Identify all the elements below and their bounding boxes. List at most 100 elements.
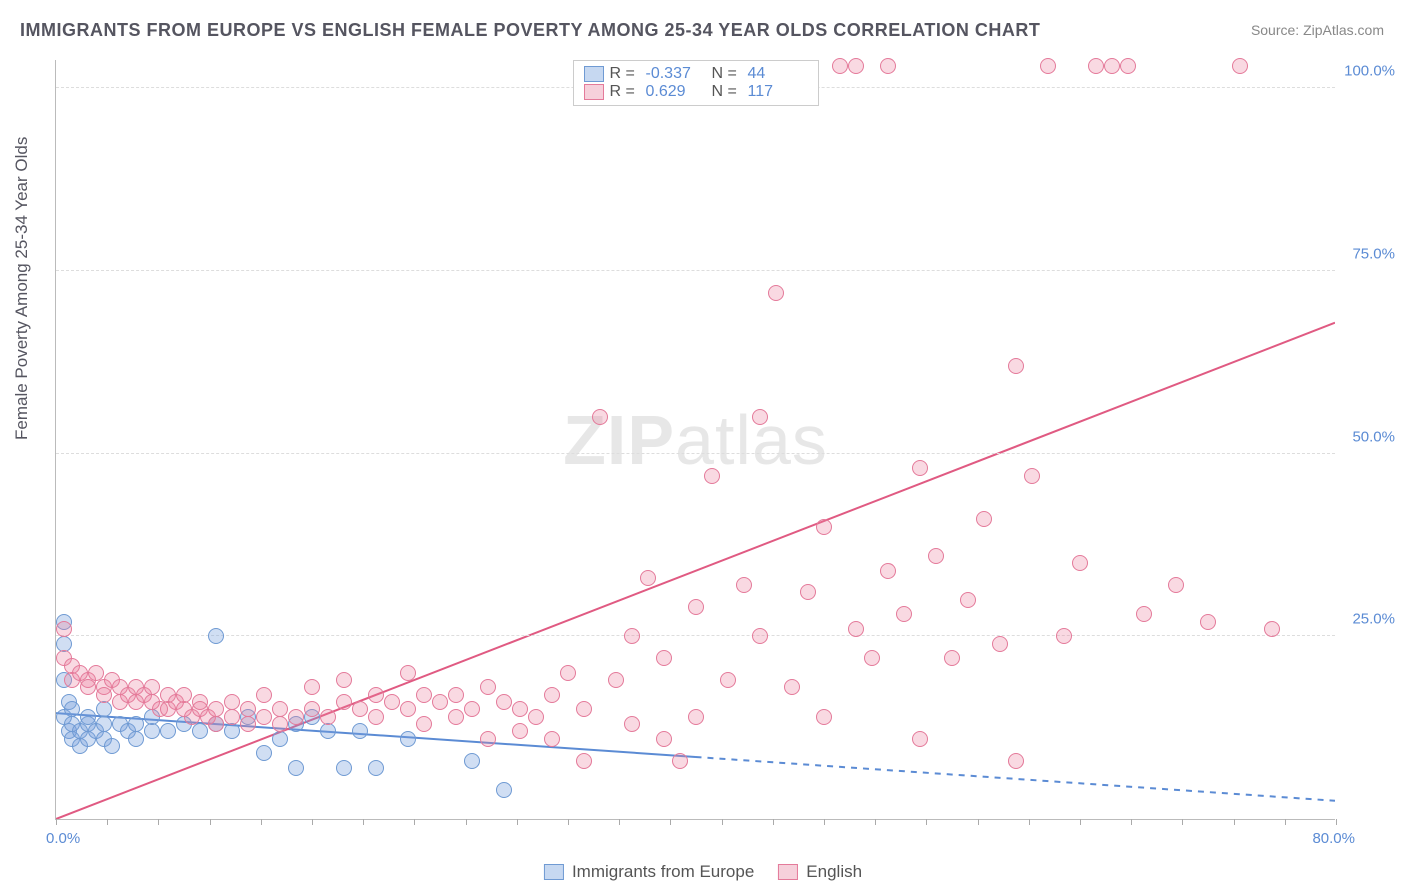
data-point bbox=[1136, 606, 1152, 622]
x-tick bbox=[875, 819, 876, 825]
data-point bbox=[976, 511, 992, 527]
gridline-h bbox=[56, 453, 1335, 454]
data-point bbox=[544, 731, 560, 747]
data-point bbox=[624, 716, 640, 732]
data-point bbox=[368, 687, 384, 703]
data-point bbox=[208, 701, 224, 717]
source-attribution: Source: ZipAtlas.com bbox=[1251, 22, 1384, 38]
data-point bbox=[896, 606, 912, 622]
data-point bbox=[752, 409, 768, 425]
legend-swatch bbox=[544, 864, 564, 880]
data-point bbox=[320, 709, 336, 725]
data-point bbox=[816, 709, 832, 725]
data-point bbox=[128, 731, 144, 747]
x-tick bbox=[1131, 819, 1132, 825]
data-point bbox=[368, 760, 384, 776]
data-point bbox=[96, 716, 112, 732]
x-tick bbox=[722, 819, 723, 825]
x-tick bbox=[517, 819, 518, 825]
data-point bbox=[752, 628, 768, 644]
data-point bbox=[256, 745, 272, 761]
data-point bbox=[512, 701, 528, 717]
data-point bbox=[320, 723, 336, 739]
x-tick bbox=[210, 819, 211, 825]
legend-swatch bbox=[584, 66, 604, 82]
data-point bbox=[688, 709, 704, 725]
x-tick bbox=[1234, 819, 1235, 825]
x-tick bbox=[414, 819, 415, 825]
legend-n-label: N = bbox=[712, 83, 742, 101]
data-point bbox=[1072, 555, 1088, 571]
x-tick bbox=[261, 819, 262, 825]
data-point bbox=[288, 709, 304, 725]
data-point bbox=[1200, 614, 1216, 630]
data-point bbox=[304, 679, 320, 695]
data-point bbox=[272, 731, 288, 747]
legend-series-label: Immigrants from Europe bbox=[572, 862, 754, 882]
data-point bbox=[736, 577, 752, 593]
data-point bbox=[288, 760, 304, 776]
watermark-bold: ZIP bbox=[563, 401, 675, 479]
data-point bbox=[784, 679, 800, 695]
legend-r-label: R = bbox=[610, 65, 640, 83]
data-point bbox=[192, 694, 208, 710]
data-point bbox=[1120, 58, 1136, 74]
legend-correlation-row: R =-0.337N =44 bbox=[584, 65, 808, 83]
data-point bbox=[576, 753, 592, 769]
data-point bbox=[1168, 577, 1184, 593]
y-tick-label: 75.0% bbox=[1352, 245, 1395, 262]
data-point bbox=[352, 723, 368, 739]
data-point bbox=[688, 599, 704, 615]
x-tick bbox=[312, 819, 313, 825]
data-point bbox=[496, 782, 512, 798]
data-point bbox=[240, 701, 256, 717]
data-point bbox=[1024, 468, 1040, 484]
data-point bbox=[624, 628, 640, 644]
data-point bbox=[336, 672, 352, 688]
data-point bbox=[864, 650, 880, 666]
data-point bbox=[96, 701, 112, 717]
data-point bbox=[496, 694, 512, 710]
data-point bbox=[592, 409, 608, 425]
data-point bbox=[400, 665, 416, 681]
data-point bbox=[336, 694, 352, 710]
data-point bbox=[608, 672, 624, 688]
data-point bbox=[128, 716, 144, 732]
correlation-legend: R =-0.337N =44R =0.629N =117 bbox=[573, 60, 819, 106]
data-point bbox=[1040, 58, 1056, 74]
data-point bbox=[544, 687, 560, 703]
data-point bbox=[208, 628, 224, 644]
legend-series-item: Immigrants from Europe bbox=[544, 862, 754, 882]
data-point bbox=[416, 687, 432, 703]
data-point bbox=[672, 753, 688, 769]
data-point bbox=[384, 694, 400, 710]
data-point bbox=[912, 460, 928, 476]
data-point bbox=[656, 650, 672, 666]
data-point bbox=[944, 650, 960, 666]
data-point bbox=[800, 584, 816, 600]
data-point bbox=[224, 709, 240, 725]
data-point bbox=[848, 621, 864, 637]
data-point bbox=[464, 753, 480, 769]
data-point bbox=[768, 285, 784, 301]
data-point bbox=[192, 723, 208, 739]
data-point bbox=[400, 731, 416, 747]
x-tick bbox=[670, 819, 671, 825]
data-point bbox=[1104, 58, 1120, 74]
x-axis-min-label: 0.0% bbox=[46, 830, 80, 847]
data-point bbox=[272, 701, 288, 717]
data-point bbox=[272, 716, 288, 732]
x-tick bbox=[466, 819, 467, 825]
legend-n-value: 117 bbox=[748, 83, 808, 101]
watermark-light: atlas bbox=[675, 401, 828, 479]
x-axis-max-label: 80.0% bbox=[1312, 830, 1355, 847]
x-tick bbox=[1285, 819, 1286, 825]
data-point bbox=[704, 468, 720, 484]
data-point bbox=[1008, 753, 1024, 769]
source-label: Source: bbox=[1251, 22, 1303, 38]
x-tick bbox=[1029, 819, 1030, 825]
data-point bbox=[176, 687, 192, 703]
scatter-plot-area: ZIPatlas R =-0.337N =44R =0.629N =117 0.… bbox=[55, 60, 1335, 820]
data-point bbox=[56, 636, 72, 652]
x-tick bbox=[1336, 819, 1337, 825]
